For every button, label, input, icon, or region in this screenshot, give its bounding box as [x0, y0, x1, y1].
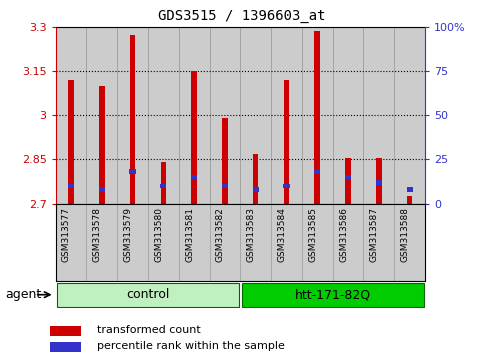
Bar — [210, 27, 240, 204]
Bar — [345, 175, 351, 179]
Bar — [302, 27, 333, 204]
Bar — [333, 27, 364, 204]
Bar — [117, 27, 148, 204]
Bar — [191, 175, 197, 179]
Bar — [284, 184, 289, 188]
Bar — [191, 72, 197, 204]
FancyBboxPatch shape — [242, 283, 424, 307]
Text: agent: agent — [5, 288, 41, 301]
Bar — [407, 196, 412, 204]
Text: GSM313578: GSM313578 — [93, 207, 102, 262]
Text: GSM313579: GSM313579 — [124, 207, 132, 262]
Bar — [160, 162, 166, 204]
Bar — [56, 27, 86, 204]
Text: transformed count: transformed count — [97, 325, 201, 335]
Text: percentile rank within the sample: percentile rank within the sample — [97, 341, 285, 351]
Bar — [345, 158, 351, 204]
Text: GSM313580: GSM313580 — [154, 207, 163, 262]
Bar — [68, 80, 74, 204]
Bar — [50, 343, 81, 352]
Bar — [129, 170, 136, 174]
Bar — [271, 27, 302, 204]
Bar — [99, 187, 105, 192]
Bar — [376, 180, 382, 184]
Bar — [50, 326, 81, 336]
Bar — [179, 27, 210, 204]
Bar — [253, 154, 258, 204]
Bar — [160, 184, 166, 188]
Text: GSM313583: GSM313583 — [247, 207, 256, 262]
FancyBboxPatch shape — [57, 283, 239, 307]
Text: GDS3515 / 1396603_at: GDS3515 / 1396603_at — [158, 9, 325, 23]
Bar — [99, 86, 104, 204]
Bar — [314, 170, 320, 174]
Bar — [130, 35, 135, 204]
Bar — [68, 184, 74, 188]
Text: GSM313577: GSM313577 — [62, 207, 71, 262]
Bar — [253, 187, 259, 192]
Text: control: control — [126, 288, 170, 301]
Bar — [222, 184, 228, 188]
Bar — [394, 27, 425, 204]
Bar — [240, 27, 271, 204]
Text: GSM313585: GSM313585 — [308, 207, 317, 262]
Text: htt-171-82Q: htt-171-82Q — [295, 288, 371, 301]
Text: GSM313582: GSM313582 — [216, 207, 225, 262]
Text: GSM313588: GSM313588 — [400, 207, 410, 262]
Bar — [364, 27, 394, 204]
Bar — [284, 80, 289, 204]
Bar — [376, 158, 382, 204]
Text: GSM313587: GSM313587 — [370, 207, 379, 262]
Bar — [222, 118, 227, 204]
Bar — [407, 187, 412, 192]
Text: GSM313584: GSM313584 — [277, 207, 286, 262]
Text: GSM313581: GSM313581 — [185, 207, 194, 262]
Bar — [148, 27, 179, 204]
Bar — [314, 31, 320, 204]
Text: GSM313586: GSM313586 — [339, 207, 348, 262]
Bar — [86, 27, 117, 204]
